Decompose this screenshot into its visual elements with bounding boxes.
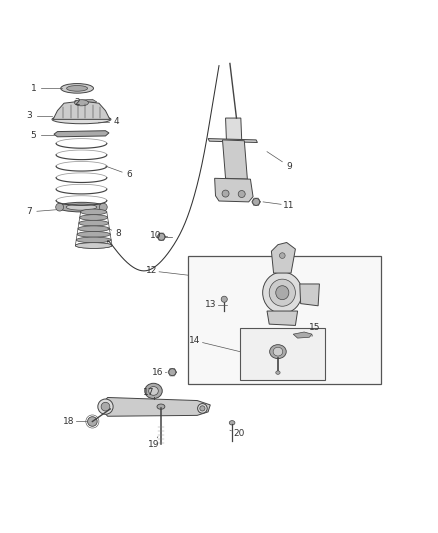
Polygon shape	[293, 332, 312, 338]
Text: 20: 20	[233, 429, 244, 438]
Ellipse shape	[99, 203, 107, 211]
Text: 14: 14	[189, 336, 201, 345]
Polygon shape	[208, 139, 258, 142]
Ellipse shape	[221, 296, 227, 302]
Ellipse shape	[253, 198, 260, 205]
Bar	[188, 256, 381, 384]
Ellipse shape	[80, 215, 108, 220]
Ellipse shape	[149, 386, 158, 395]
Text: 8: 8	[116, 229, 121, 238]
Text: 1: 1	[31, 84, 36, 93]
Ellipse shape	[263, 272, 302, 313]
Polygon shape	[267, 311, 297, 326]
Ellipse shape	[88, 417, 97, 426]
Ellipse shape	[74, 100, 88, 106]
Ellipse shape	[67, 85, 88, 91]
Polygon shape	[75, 99, 97, 105]
Ellipse shape	[169, 369, 176, 376]
Polygon shape	[223, 140, 247, 179]
Ellipse shape	[57, 203, 106, 212]
Text: 16: 16	[152, 368, 164, 377]
Ellipse shape	[157, 404, 165, 409]
Ellipse shape	[75, 243, 112, 248]
Ellipse shape	[56, 203, 64, 211]
Ellipse shape	[269, 279, 295, 306]
Text: 15: 15	[309, 323, 321, 332]
Ellipse shape	[75, 243, 112, 248]
Text: 17: 17	[143, 387, 155, 397]
Text: 2: 2	[74, 98, 80, 107]
Ellipse shape	[276, 286, 289, 300]
Text: 4: 4	[113, 117, 119, 126]
Ellipse shape	[273, 348, 283, 356]
Polygon shape	[53, 101, 110, 119]
Bar	[240, 328, 325, 380]
Ellipse shape	[77, 231, 110, 237]
Ellipse shape	[61, 84, 93, 93]
Ellipse shape	[52, 115, 111, 124]
Ellipse shape	[238, 190, 245, 198]
Ellipse shape	[81, 209, 107, 215]
Text: 18: 18	[63, 417, 74, 426]
Polygon shape	[99, 398, 210, 416]
Ellipse shape	[276, 371, 280, 374]
Text: 13: 13	[205, 301, 216, 310]
Text: 3: 3	[26, 111, 32, 120]
Ellipse shape	[229, 421, 235, 425]
Text: 6: 6	[127, 171, 132, 179]
Ellipse shape	[76, 237, 111, 243]
Text: 5: 5	[31, 131, 36, 140]
Ellipse shape	[270, 345, 286, 359]
Ellipse shape	[198, 403, 207, 413]
Polygon shape	[300, 284, 319, 306]
Text: 11: 11	[283, 201, 295, 210]
Text: 12: 12	[146, 266, 157, 276]
Ellipse shape	[200, 406, 205, 411]
Ellipse shape	[98, 399, 113, 414]
Text: 10: 10	[150, 231, 162, 240]
Ellipse shape	[145, 383, 162, 399]
Ellipse shape	[66, 204, 97, 210]
Polygon shape	[215, 179, 253, 202]
Polygon shape	[54, 131, 109, 137]
Ellipse shape	[158, 233, 165, 240]
Text: 9: 9	[286, 161, 292, 171]
Ellipse shape	[101, 402, 110, 411]
Text: 19: 19	[148, 440, 159, 449]
Polygon shape	[272, 243, 295, 273]
Ellipse shape	[79, 220, 109, 226]
Ellipse shape	[222, 190, 229, 197]
Polygon shape	[226, 118, 242, 140]
Ellipse shape	[279, 253, 285, 259]
Text: 7: 7	[26, 207, 32, 216]
Ellipse shape	[78, 226, 110, 231]
